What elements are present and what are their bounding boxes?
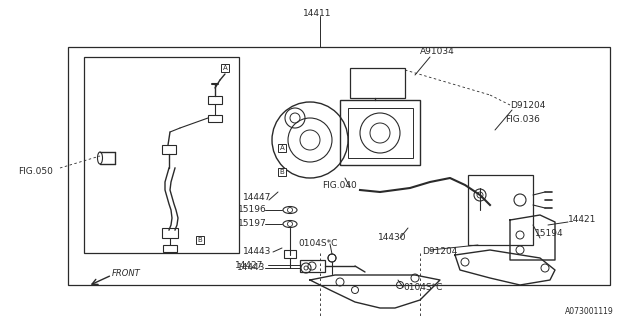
Bar [208,115,222,122]
Text: 0104S*C: 0104S*C [403,283,442,292]
Text: FIG.040: FIG.040 [322,180,356,189]
Text: 15194: 15194 [535,228,564,237]
Text: 14443: 14443 [237,263,266,273]
Text: 15197: 15197 [238,220,267,228]
Text: 14411: 14411 [303,9,332,18]
Text: 14443: 14443 [243,247,271,257]
Text: 0104S*C: 0104S*C [298,239,337,249]
Bar [162,145,176,154]
Text: 14430: 14430 [378,233,406,242]
Text: FIG.050: FIG.050 [18,167,53,177]
Text: D91204: D91204 [510,100,545,109]
Bar [68,47,610,285]
Text: 14421: 14421 [568,215,596,225]
Text: FIG.036: FIG.036 [505,116,540,124]
Text: 14447: 14447 [243,194,271,203]
Text: FRONT: FRONT [112,269,141,278]
Bar [163,245,177,252]
Text: A: A [223,65,227,71]
Bar [348,108,413,158]
Bar [350,68,405,98]
Text: A: A [280,145,284,151]
Bar [300,260,325,272]
Text: D91204: D91204 [422,247,458,257]
Text: 15196: 15196 [238,205,267,214]
Text: A073001119: A073001119 [565,308,614,316]
Bar [468,175,533,245]
Bar [162,228,178,238]
Text: B: B [280,169,284,175]
Text: 14427: 14427 [235,260,264,269]
Bar [208,96,222,104]
Bar [340,100,420,165]
Bar [84,57,239,253]
Bar [284,250,296,258]
Text: A91034: A91034 [420,47,455,57]
Text: B: B [198,237,202,243]
